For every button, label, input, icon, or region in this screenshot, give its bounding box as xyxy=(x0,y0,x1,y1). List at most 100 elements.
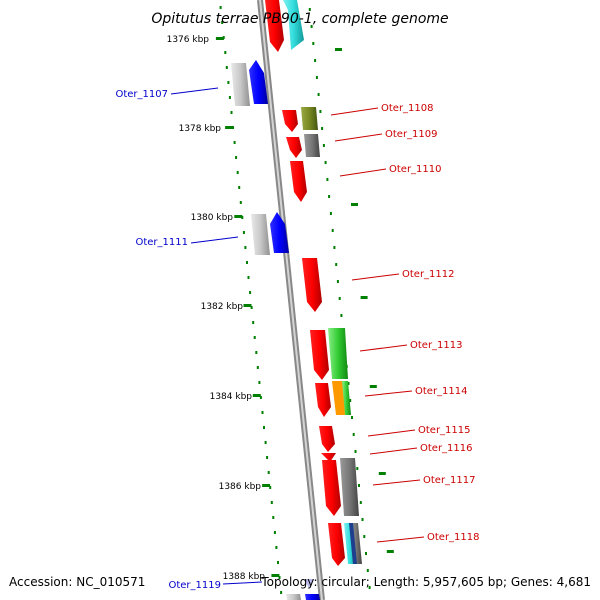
track-dot xyxy=(329,212,332,215)
track-dot xyxy=(270,501,273,504)
ruler-tick xyxy=(262,484,271,487)
gene-feature xyxy=(315,383,331,417)
track-dot xyxy=(365,552,367,555)
gene-feature xyxy=(321,453,336,462)
gene-labels: Oter_1107 Oter_1108 Oter_1109 Oter_1110 … xyxy=(115,89,479,591)
track-dot xyxy=(338,297,341,300)
gene-label-leaders xyxy=(170,87,425,585)
kbp-label: 1384 kbp xyxy=(210,392,253,402)
track-dot xyxy=(264,441,267,444)
track-dot xyxy=(225,66,228,69)
track-dot xyxy=(358,484,360,487)
gene-feature xyxy=(319,426,335,452)
gene-label-oter-1117: Oter_1117 xyxy=(423,475,476,486)
gene-label-oter-1115: Oter_1115 xyxy=(418,425,471,436)
kbp-label: 1388 kbp xyxy=(223,572,266,582)
gene-label-oter-1113: Oter_1113 xyxy=(410,340,463,351)
track-dot xyxy=(363,535,366,538)
gene-feature xyxy=(231,63,250,106)
gene-feature xyxy=(340,458,359,516)
track-dot xyxy=(246,261,248,264)
track-dot xyxy=(280,591,283,594)
track-dot xyxy=(336,280,339,283)
track-dot xyxy=(267,471,270,474)
track-dot xyxy=(249,291,252,294)
track-dot xyxy=(359,501,362,504)
track-dot xyxy=(236,171,239,174)
topology-text: Topology: circular; Length: 5,957,605 bp… xyxy=(260,575,591,589)
gene-features xyxy=(231,0,362,600)
track-dot xyxy=(255,351,258,354)
track-dot xyxy=(230,111,233,114)
track-dot xyxy=(351,416,353,419)
gene-feature xyxy=(328,523,345,566)
track-dot xyxy=(221,21,224,24)
kbp-labels: 1376 kbp 1378 kbp 1380 kbp 1382 kbp 1384… xyxy=(167,35,266,582)
track-dot xyxy=(349,399,352,402)
ruler-tick xyxy=(369,385,377,388)
gene-label-oter-1109: Oter_1109 xyxy=(385,129,438,140)
gene-feature xyxy=(286,594,301,600)
track-dot xyxy=(326,178,329,181)
gene-feature xyxy=(349,523,357,564)
ruler-tick xyxy=(243,304,252,307)
track-dot xyxy=(352,433,355,436)
ruler-tick xyxy=(360,296,368,299)
track-dot xyxy=(368,586,371,589)
ruler-tick xyxy=(386,550,394,553)
gene-feature xyxy=(305,594,320,600)
gene-feature xyxy=(249,60,268,104)
gene-feature xyxy=(283,0,304,50)
ruler-tick xyxy=(215,37,224,40)
track-dot xyxy=(331,229,334,232)
track-dot xyxy=(335,263,338,266)
gene-feature xyxy=(304,579,314,588)
track-dot xyxy=(235,156,238,159)
genome-title: Opitutus terrae PB90-1, complete genome xyxy=(151,11,448,27)
gene-feature xyxy=(328,328,348,379)
track-dot xyxy=(238,186,241,189)
ruler-tick xyxy=(225,126,234,129)
track-dot xyxy=(347,382,350,385)
gene-feature xyxy=(270,212,289,253)
track-dot xyxy=(333,246,336,249)
kbp-label: 1386 kbp xyxy=(219,482,262,492)
track-dot xyxy=(314,59,317,62)
ruler-tick xyxy=(335,48,342,51)
track-dot xyxy=(317,93,320,96)
track-dot xyxy=(310,25,313,28)
track-dot xyxy=(252,321,255,324)
track-dot xyxy=(224,51,227,54)
gene-label-oter-1118: Oter_1118 xyxy=(427,532,480,543)
gene-feature xyxy=(304,134,320,157)
ruler-tick xyxy=(378,472,386,475)
track-dot xyxy=(315,76,318,79)
ruler-tick xyxy=(252,394,261,397)
ruler-tick xyxy=(234,215,243,218)
track-dot xyxy=(269,486,272,489)
gene-feature xyxy=(251,214,270,255)
track-dot xyxy=(328,195,331,198)
track-dot xyxy=(312,42,315,45)
gene-feature xyxy=(302,258,322,312)
gene-label-oter-1112: Oter_1112 xyxy=(402,269,455,280)
track-dot xyxy=(354,450,357,453)
track-dot xyxy=(261,411,264,414)
track-dot xyxy=(228,96,231,99)
gene-label-oter-1111: Oter_1111 xyxy=(135,237,188,248)
track-dot xyxy=(256,366,259,369)
track-dot xyxy=(263,426,265,429)
track-dot xyxy=(321,127,324,130)
track-dot xyxy=(253,336,256,339)
gene-label-oter-1107: Oter_1107 xyxy=(115,89,168,100)
track-dot xyxy=(219,6,222,9)
track-dot xyxy=(273,531,276,534)
gene-feature xyxy=(310,330,329,380)
track-dot xyxy=(308,8,311,11)
gene-label-oter-1119: Oter_1119 xyxy=(168,580,221,591)
gene-feature xyxy=(282,110,298,132)
track-dot xyxy=(356,467,359,470)
gene-feature xyxy=(286,137,302,158)
kbp-label: 1376 kbp xyxy=(167,35,210,45)
